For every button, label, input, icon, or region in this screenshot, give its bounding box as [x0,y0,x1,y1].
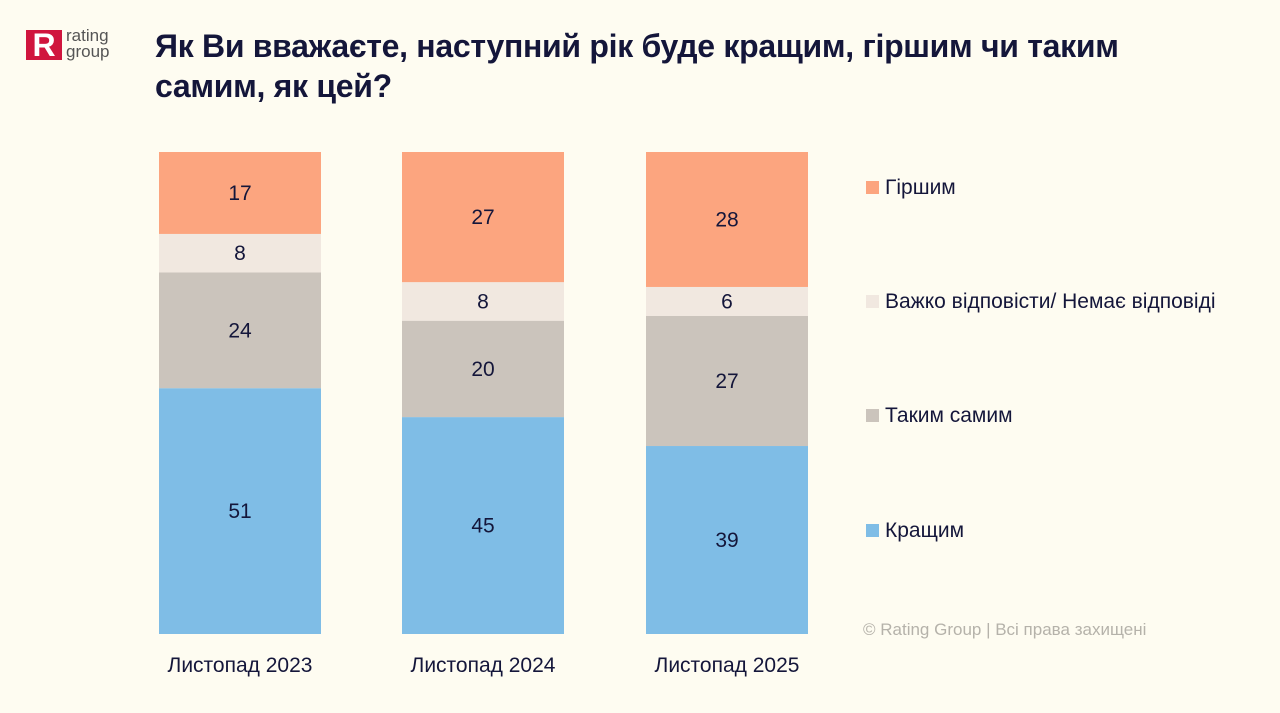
data-label: 6 [721,290,733,313]
data-label: 27 [471,206,494,229]
legend-swatch [866,524,879,537]
logo-mark: R [26,29,62,61]
bar-segment [402,320,564,418]
data-label: 20 [471,358,494,381]
bar-segment [646,446,808,634]
bar-segment [402,282,564,321]
data-label: 39 [715,529,738,552]
legend-label: Гіршим [885,176,956,199]
bar-segment [646,286,808,316]
bar-segment [159,233,321,273]
legend-swatch [866,409,879,422]
data-label: 24 [228,319,252,342]
category-label: Листопад 2023 [168,654,313,677]
data-label: 51 [228,500,251,523]
rating-group-logo: R rating group [26,26,126,64]
data-label: 27 [715,370,738,393]
legend-label: Важко відповісти/ Немає відповіді [885,290,1216,313]
legend-label: Таким самим [885,404,1013,427]
category-label: Листопад 2025 [655,654,800,677]
data-label: 8 [477,290,489,313]
bar-segment [402,417,564,634]
bar-segment [159,388,321,634]
copyright: © Rating Group | Всі права захищені [863,620,1147,639]
category-label: Листопад 2024 [411,654,556,677]
data-label: 17 [228,182,251,205]
bar-segment [646,315,808,447]
chart-title: Як Ви вважаєте, наступний рік буде кращи… [155,28,1119,104]
bar-segment [402,152,564,283]
data-label: 8 [234,242,246,265]
legend-swatch [866,181,879,194]
bar-segment [646,152,808,287]
bar-segment [159,152,321,234]
data-label: 45 [471,515,494,538]
bar-segment [159,272,321,389]
logo-text: rating group [66,26,110,61]
legend-label: Кращим [885,519,964,542]
legend-swatch [866,295,879,308]
data-label: 28 [715,208,738,231]
